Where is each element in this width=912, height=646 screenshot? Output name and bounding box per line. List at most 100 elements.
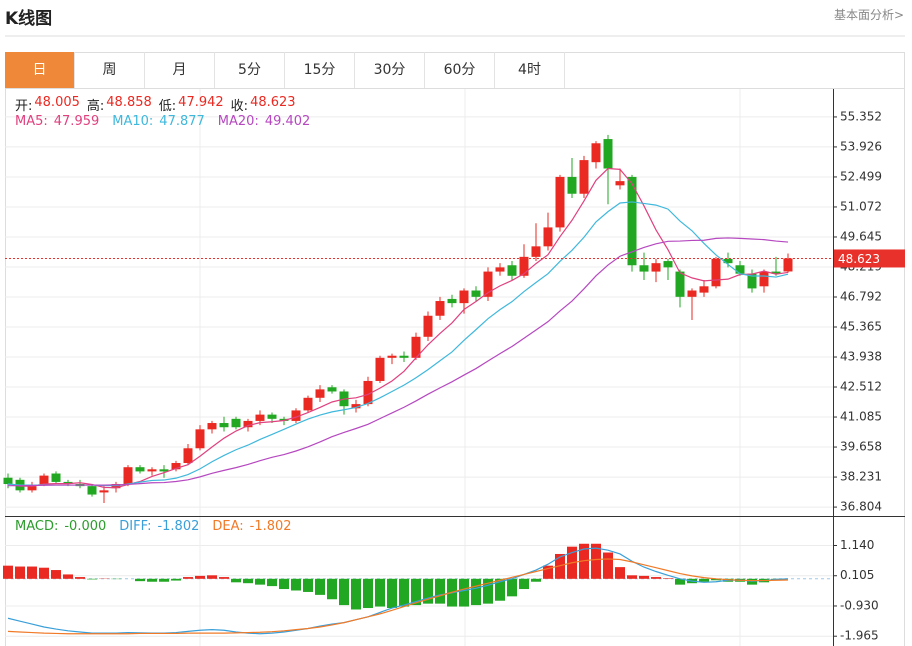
legend-item: MA10: 47.877: [112, 114, 206, 129]
period-tab[interactable]: 月: [145, 52, 215, 88]
macd-bar: [351, 578, 361, 610]
y-tick-label: 45.365: [840, 320, 882, 334]
y-tick-label: 39.658: [840, 440, 882, 454]
candle-body: [747, 273, 757, 289]
candle-body: [243, 420, 253, 428]
macd-bar: [303, 578, 313, 592]
macd-bar: [147, 578, 157, 582]
candle-body: [579, 160, 589, 194]
ohlc-label: 低:: [158, 99, 177, 114]
ma-line: [7, 201, 789, 487]
macd-bar: [507, 578, 517, 597]
macd-bar: [555, 553, 565, 579]
price-tag: [834, 249, 905, 268]
macd-bar: [183, 577, 193, 579]
macd-bar: [339, 578, 349, 606]
candle-body: [375, 357, 385, 381]
macd-bar: [135, 578, 145, 582]
candle-body: [507, 265, 517, 276]
candle-body: [471, 290, 481, 297]
macd-bar: [243, 578, 253, 584]
candle-body: [219, 423, 229, 428]
y-tick-label: -1.965: [840, 629, 879, 643]
y-tick-label: 41.085: [840, 410, 882, 424]
ohlc-value: 48.623: [250, 95, 296, 110]
period-tab[interactable]: 4时: [495, 52, 565, 88]
legend-value: 47.959: [53, 114, 100, 129]
period-tab[interactable]: 周: [75, 52, 145, 88]
candle-body: [183, 448, 193, 463]
candle-body: [195, 429, 205, 449]
legend-value: -1.802: [157, 519, 200, 534]
candle-body: [159, 469, 169, 472]
title: K线图: [5, 9, 53, 29]
period-tab[interactable]: 日: [5, 52, 75, 88]
candle-body: [51, 473, 61, 482]
macd-bar: [375, 578, 385, 607]
y-tick-label: 1.140: [840, 538, 874, 552]
candle-body: [87, 486, 97, 495]
y-tick-label: 43.938: [840, 350, 882, 364]
macd-bar: [399, 578, 409, 607]
candle-body: [687, 290, 697, 297]
candle-body: [279, 418, 289, 421]
legend-value: -0.000: [64, 519, 107, 534]
macd-bar: [255, 578, 265, 585]
legend-value: -1.802: [249, 519, 292, 534]
macd-bar: [363, 578, 373, 609]
candle-body: [759, 271, 769, 287]
candle-body: [519, 256, 529, 276]
macd-bar: [603, 552, 613, 579]
candle-body: [639, 265, 649, 272]
price-tag-label: 48.623: [838, 252, 880, 266]
legend-item: MA20: 49.402: [218, 114, 312, 129]
macd-bar: [63, 574, 73, 579]
candle-body: [135, 467, 145, 472]
period-tab[interactable]: 5分: [215, 52, 285, 88]
period-tabs: 日周月 5分 15分 30分 60分 4时: [5, 52, 565, 88]
macd-bar: [639, 575, 649, 579]
macd-bar: [75, 577, 85, 579]
legend-value: 49.402: [264, 114, 311, 129]
y-tick-label: -0.930: [840, 598, 879, 612]
ohlc-value: 48.005: [34, 95, 80, 110]
ma-legend: MA5: 47.959 MA10: 47.877 MA20: 49.402: [15, 114, 323, 129]
macd-bar: [39, 567, 49, 579]
macd-bar: [615, 567, 625, 579]
candle-body: [399, 355, 409, 358]
candle-body: [699, 286, 709, 293]
y-tick-label: 55.352: [840, 109, 882, 123]
candle-body: [723, 258, 733, 264]
macd-bar: [663, 578, 673, 579]
candle-body: [327, 387, 337, 392]
candle-body: [351, 404, 361, 409]
macd-bar: [459, 578, 469, 607]
fundamentals-link[interactable]: 基本面分析>: [833, 8, 904, 22]
macd-bar: [207, 575, 217, 579]
candle-body: [231, 418, 241, 428]
legend-name: MACD:: [15, 519, 59, 534]
candle-body: [315, 389, 325, 398]
macd-bar: [483, 578, 493, 604]
macd-bar: [435, 578, 445, 604]
candle-body: [567, 176, 577, 194]
ohlc-item: 低: 47.942: [159, 95, 225, 114]
period-tab[interactable]: 30分: [355, 52, 425, 88]
candle-body: [735, 265, 745, 274]
macd-bar: [675, 578, 685, 585]
legend-name: DIFF:: [119, 519, 152, 534]
period-tab[interactable]: 60分: [425, 52, 495, 88]
candle-body: [531, 246, 541, 257]
candle-body: [267, 414, 277, 419]
candle-body: [291, 410, 301, 421]
candle-body: [651, 263, 661, 272]
y-tick-label: 51.072: [840, 199, 882, 213]
period-tab[interactable]: 15分: [285, 52, 355, 88]
candle-body: [423, 315, 433, 337]
macd-bar: [27, 566, 37, 579]
vertical-grid: [199, 89, 741, 646]
legend-name: MA5:: [15, 114, 48, 129]
macd-bar: [51, 570, 61, 579]
macd-line: [7, 547, 789, 635]
